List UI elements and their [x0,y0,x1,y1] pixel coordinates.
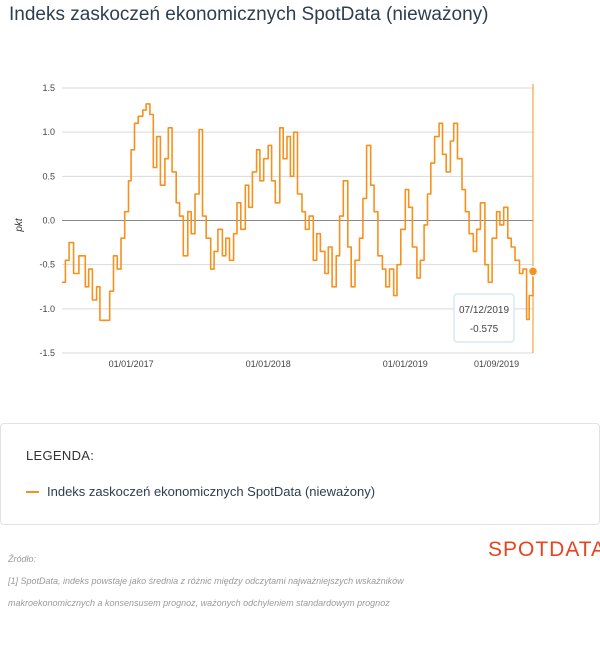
x-axis-ticks: 01/01/2017 01/01/2018 01/01/2019 01/09/2019 [109,359,520,369]
x-tick-label: 01/09/2019 [474,359,519,369]
legend-item[interactable]: Indeks zaskoczeń ekonomicznych SpotData … [26,484,375,499]
x-tick-label: 01/01/2017 [109,359,154,369]
y-tick-label: -0.5 [39,260,55,270]
source-note: Źródło: [1] SpotData, indeks powstaje ja… [8,548,448,614]
y-tick-label: -1.0 [39,304,55,314]
y-tick-label: 0.0 [42,216,55,226]
legend-label: Indeks zaskoczeń ekonomicznych SpotData … [47,484,376,499]
y-tick-label: 1.5 [42,83,55,93]
y-tick-label: 0.5 [42,171,55,181]
tooltip-box [453,293,515,343]
tooltip-value: -0.575 [470,324,499,335]
source-text: [1] SpotData, indeks powstaje jako średn… [8,576,404,608]
page-title: Indeks zaskoczeń ekonomicznych SpotData … [9,4,489,25]
x-tick-label: 01/01/2019 [383,359,428,369]
source-label: Źródło: [8,554,37,564]
legend-swatch [26,490,39,493]
chart[interactable]: 1.51.00.50.0-0.5-1.0-1.5 01/01/2017 01/01… [0,70,600,380]
legend-box: LEGENDA: Indeks zaskoczeń ekonomicznych … [0,423,600,525]
y-axis-ticks: 1.5 1.0 0.5 0.0 -0.5 -1.0 -1.5 [39,83,55,358]
legend-title: LEGENDA: [26,448,95,463]
tooltip-date: 07/12/2019 [459,305,509,316]
y-axis-label: pkt [14,217,25,233]
series-line[interactable] [62,103,534,322]
tooltip: 07/12/2019 -0.575 [453,293,515,343]
y-tick-label: 1.0 [42,127,55,137]
spotdata-logo: SPOTDATA [488,538,600,561]
hover-point[interactable] [527,266,539,277]
x-tick-label: 01/01/2018 [246,359,291,369]
y-tick-label: -1.5 [39,348,55,358]
